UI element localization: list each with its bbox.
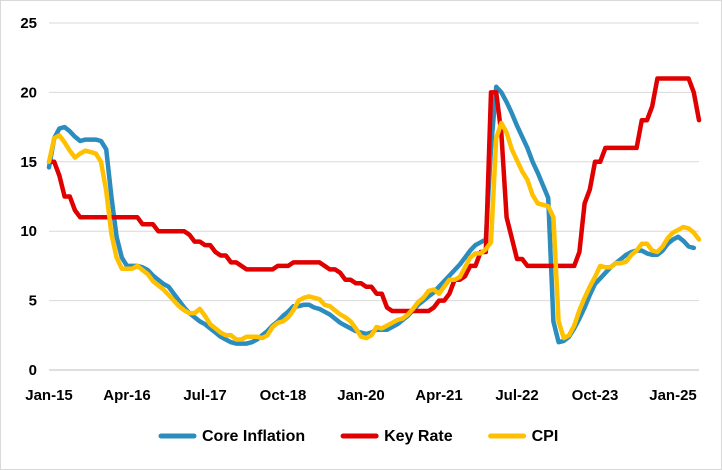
legend-label-key-rate: Key Rate bbox=[384, 428, 453, 445]
x-tick-label-Jul-17: Jul-17 bbox=[183, 387, 226, 404]
legend: Core Inflation Key Rate CPI bbox=[158, 428, 559, 445]
y-tick-label-10: 10 bbox=[20, 223, 37, 240]
x-tick-label-Apr-21: Apr-21 bbox=[415, 387, 463, 404]
x-tick-label-Jan-25: Jan-25 bbox=[649, 387, 697, 404]
x-tick-label-Jan-20: Jan-20 bbox=[337, 387, 385, 404]
x-tick-label-Jan-15: Jan-15 bbox=[25, 387, 73, 404]
y-tick-label-5: 5 bbox=[29, 293, 37, 310]
y-axis-tick-labels: 0 5 10 15 20 25 bbox=[20, 15, 37, 379]
y-tick-label-20: 20 bbox=[20, 84, 37, 101]
series-line-cpi bbox=[46, 120, 702, 342]
legend-label-cpi: CPI bbox=[532, 428, 559, 445]
series-line-core-inflation bbox=[46, 84, 697, 346]
x-axis-tick-labels: Jan-15 Apr-16 Jul-17 Oct-18 Jan-20 Apr-21 Jul-… bbox=[25, 387, 697, 404]
series-lines bbox=[46, 76, 702, 346]
y-tick-label-15: 15 bbox=[20, 154, 37, 171]
y-tick-label-25: 25 bbox=[20, 15, 37, 32]
x-tick-label-Oct-18: Oct-18 bbox=[260, 387, 307, 404]
x-tick-label-Jul-22: Jul-22 bbox=[495, 387, 538, 404]
y-tick-label-0: 0 bbox=[29, 362, 37, 379]
series-line-key-rate bbox=[46, 76, 702, 314]
legend-label-core-inflation: Core Inflation bbox=[202, 428, 305, 445]
x-tick-label-Apr-16: Apr-16 bbox=[103, 387, 151, 404]
x-tick-label-Oct-23: Oct-23 bbox=[572, 387, 619, 404]
